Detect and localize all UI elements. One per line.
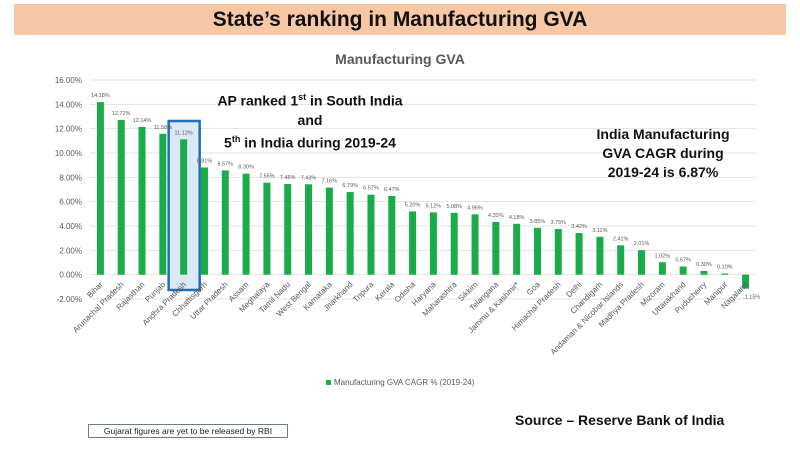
data-label: 6.79% [342,183,358,189]
y-tick-label: 14.00% [55,100,82,109]
data-label: 5.08% [446,204,462,210]
data-label: 2.41% [613,236,629,242]
data-label: 5.12% [426,203,442,209]
bar [575,233,583,275]
bar [471,214,479,275]
data-label: 3.75% [550,220,566,226]
bar [638,250,646,275]
x-tick-label: Tripura [351,280,375,304]
bar [159,133,167,275]
ann-text: in South India and [297,92,403,128]
bar [554,229,562,275]
data-label: 0.67% [675,258,691,264]
bar [658,262,666,275]
chart-title: Manufacturing GVA [335,51,465,67]
x-tick-label: Goa [525,280,542,297]
data-label: 4.96% [467,205,483,211]
data-label: 5.20% [405,202,421,208]
bar [221,170,229,275]
y-tick-label: 16.00% [55,76,82,85]
bar [742,274,750,289]
ann-text: in India during 2019-24 [240,134,396,151]
bar [388,195,396,275]
bar [513,223,521,275]
bar [596,236,604,275]
bar [117,119,125,275]
bar [242,173,250,275]
bar [700,271,708,275]
data-label: -1.15% [743,295,761,301]
data-label: 2.01% [634,241,650,247]
data-label: 4.33% [488,213,504,219]
data-label: 6.57% [363,186,379,192]
y-tick-label: 4.00% [59,222,82,231]
y-tick-label: 6.00% [59,198,82,207]
bar [96,102,104,275]
data-label: 8.30% [238,165,254,171]
data-label: 0.10% [717,264,733,270]
bar [533,227,541,275]
data-label: 6.47% [384,187,400,193]
gujarat-note: Gujarat figures are yet to be released b… [88,424,288,438]
data-label: 7.45% [280,175,296,181]
bar [617,245,625,275]
data-label: 3.42% [571,224,587,230]
header-banner: State’s ranking in Manufacturing GVA [14,4,786,35]
data-label: 12.14% [133,118,152,124]
y-tick-label: 10.00% [55,149,82,158]
bar [409,211,417,275]
data-label: 11.12% [175,130,193,136]
data-label: 8.57% [217,161,233,167]
india-cagr-annotation: India Manufacturing GVA CAGR during 2019… [596,126,730,180]
y-tick-label: -2.00% [57,295,82,304]
bar [180,139,188,275]
bar [305,184,313,275]
ann-sup: th [231,133,241,144]
y-tick-label: 2.00% [59,246,82,255]
data-label: 7.16% [322,179,338,185]
ann-text: 5 [224,134,232,151]
bar [679,266,687,275]
source-text: Source – Reserve Bank of India [515,412,725,428]
ann-text: AP ranked 1 [217,92,299,109]
bar [346,192,354,275]
y-tick-label: 12.00% [55,125,82,134]
bar [450,212,458,275]
bar [325,187,333,275]
data-label: 4.18% [509,215,525,221]
data-label: 3.85% [530,219,546,225]
data-label: 1.02% [655,253,671,259]
y-tick-label: 0.00% [59,271,82,280]
data-label: 11.58% [154,125,172,131]
data-label: 3.11% [592,228,607,234]
bar [429,212,437,275]
data-label: 14.18% [91,93,110,99]
ann-sup: st [298,92,307,102]
bar [138,126,146,275]
data-label: 7.43% [301,175,317,181]
bar [284,184,292,275]
legend-swatch [326,380,331,385]
y-tick-label: 8.00% [59,173,82,182]
page-title: State’s ranking in Manufacturing GVA [212,7,588,31]
bar [367,194,375,275]
bar [721,273,729,275]
data-label: 0.30% [696,262,712,268]
legend-label: Manufacturing GVA CAGR % (2019-24) [334,378,475,387]
bar [492,221,500,275]
bar [263,182,271,275]
ap-rank-annotation: AP ranked 1st in South India and 5th in … [215,88,405,152]
data-label: 12.72% [112,111,131,117]
data-label: 8.81% [197,158,213,164]
bar [200,167,208,275]
data-label: 7.56% [259,174,275,180]
